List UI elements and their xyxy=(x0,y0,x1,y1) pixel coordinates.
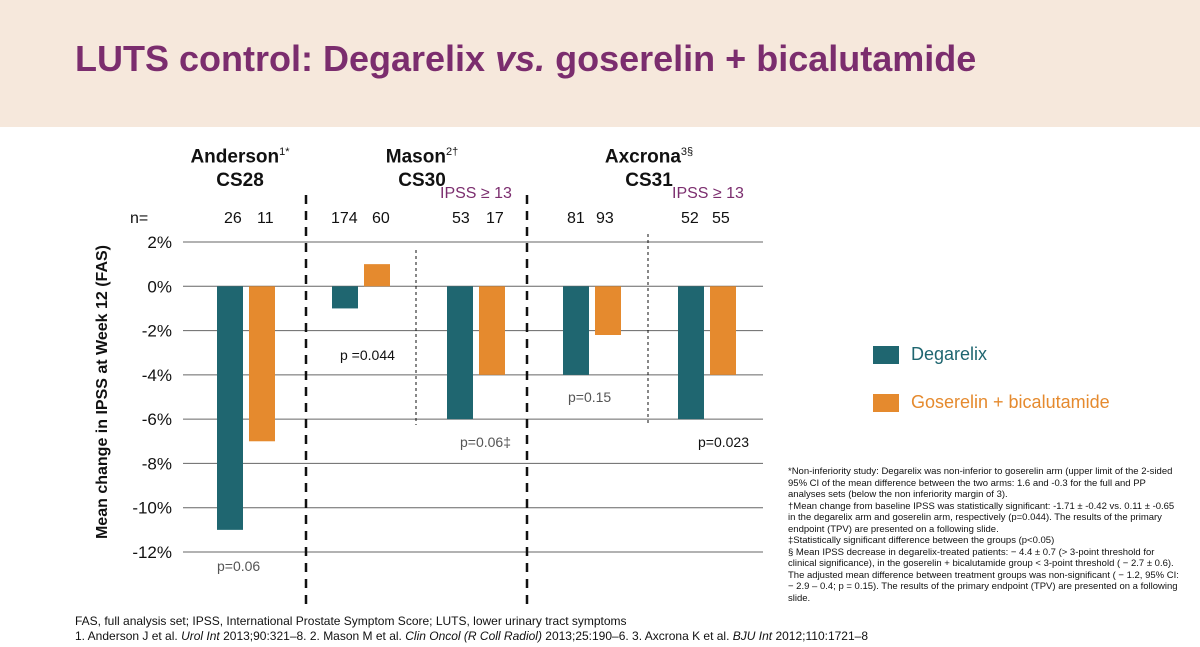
study-code: CS28 xyxy=(216,170,264,192)
ref-journal: BJU Int xyxy=(732,629,773,643)
bar-degarelix xyxy=(447,286,473,420)
y-tick-label: 0% xyxy=(147,277,172,296)
legend-swatch-degarelix xyxy=(873,346,899,364)
p-value-label: p=0.06‡ xyxy=(460,434,511,450)
p-value-label: p =0.044 xyxy=(340,347,395,363)
bar-degarelix xyxy=(217,286,243,530)
p-value-label: p=0.023 xyxy=(698,434,749,450)
study-header-axcrona: Axcrona3§ CS31 xyxy=(594,140,704,193)
title-text-2: goserelin + bicalutamide xyxy=(545,38,977,79)
bar-goserelin xyxy=(595,286,621,335)
legend-label-goserelin: Goserelin + bicalutamide xyxy=(911,392,1110,412)
n-value: 26 xyxy=(224,210,242,227)
n-value: 52 xyxy=(681,210,699,227)
footnotes: *Non-inferiority study: Degarelix was no… xyxy=(788,466,1183,604)
footnote: *Non-inferiority study: Degarelix was no… xyxy=(788,466,1173,500)
abbreviations: FAS, full analysis set; IPSS, Internatio… xyxy=(75,614,627,628)
n-value: 55 xyxy=(712,210,730,227)
study-name: Axcrona xyxy=(604,146,681,168)
slide-title: LUTS control: Degarelix vs. goserelin + … xyxy=(75,38,976,80)
n-value: 93 xyxy=(596,210,614,227)
bar-goserelin xyxy=(710,286,736,375)
study-name: Mason xyxy=(385,146,446,168)
ref-journal: Urol Int xyxy=(181,629,220,643)
n-prefix: n= xyxy=(130,210,149,227)
ref-text: 2013;25:190–6. 3. Axcrona K et al. xyxy=(541,629,733,643)
p-value-label: p=0.06 xyxy=(217,558,260,574)
study-code: CS31 xyxy=(625,170,673,192)
legend-label-degarelix: Degarelix xyxy=(911,344,988,364)
bar-goserelin xyxy=(364,264,390,287)
y-tick-label: -2% xyxy=(142,322,172,341)
legend-swatch-goserelin xyxy=(873,394,899,412)
footnote: †Mean change from baseline IPSS was stat… xyxy=(788,500,1175,535)
n-value: 53 xyxy=(452,210,470,227)
study-sup: 1* xyxy=(279,146,290,158)
y-tick-label: -12% xyxy=(132,543,172,562)
y-tick-label: -8% xyxy=(142,454,172,473)
title-vs: vs. xyxy=(495,38,546,79)
y-tick-label: -10% xyxy=(132,499,172,518)
bar-goserelin xyxy=(249,286,275,442)
ref-text: 1. Anderson J et al. xyxy=(75,629,182,643)
study-code: CS30 xyxy=(398,170,446,192)
header-band xyxy=(0,0,1200,127)
title-text-1: LUTS control: Degarelix xyxy=(75,38,496,79)
n-value: 17 xyxy=(486,210,504,227)
study-header-anderson: Anderson1* CS28 xyxy=(180,140,300,193)
bar-degarelix xyxy=(678,286,704,420)
n-value: 11 xyxy=(257,210,274,227)
references: 1. Anderson J et al. Urol Int 2013;90:32… xyxy=(75,629,868,643)
y-tick-label: 2% xyxy=(147,233,172,252)
study-sup: 2† xyxy=(445,146,459,158)
subgroup-label-axcrona: IPSS ≥ 13 xyxy=(672,185,744,202)
subgroup-label-mason: IPSS ≥ 13 xyxy=(440,185,512,202)
bar-degarelix xyxy=(332,286,358,309)
footnote: ‡Statistically significant difference be… xyxy=(788,535,1055,546)
n-value: 174 xyxy=(331,210,358,227)
n-value: 81 xyxy=(567,210,585,227)
study-header-mason: Mason2† CS30 xyxy=(367,140,477,193)
ref-text: 2012;110:1721–8 xyxy=(772,629,868,643)
bar-goserelin xyxy=(479,286,505,375)
n-value: 60 xyxy=(372,210,390,227)
p-value-label: p=0.15 xyxy=(568,389,611,405)
study-name: Anderson xyxy=(190,146,280,168)
ref-journal: Clin Oncol (R Coll Radiol) xyxy=(405,629,542,643)
footnote: § Mean IPSS decrease in degarelix-treate… xyxy=(788,546,1179,604)
y-tick-label: -6% xyxy=(142,410,172,429)
y-tick-label: -4% xyxy=(142,366,172,385)
bar-degarelix xyxy=(563,286,589,375)
study-sup: 3§ xyxy=(680,146,694,158)
ref-text: 2013;90:321–8. 2. Mason M et al. xyxy=(219,629,406,643)
